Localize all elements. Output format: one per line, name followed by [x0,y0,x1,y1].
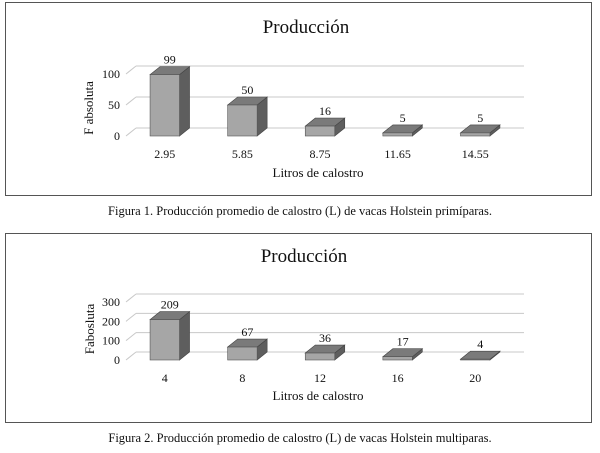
y-tick-label: 50 [108,98,120,112]
x-tick-label: 5.85 [232,147,253,161]
gridline-side [125,96,137,106]
y-tick-label: 300 [102,295,120,309]
x-tick-label: 11.65 [384,147,411,161]
y-tick-label: 100 [102,334,120,348]
figure-caption-1: Figura 1. Producción promedio de calostr… [108,204,492,218]
bar [382,356,413,361]
y-tick-label: 0 [114,353,120,367]
y-tick-label: 100 [102,67,120,81]
gridline-side [125,127,137,137]
bar [149,74,180,137]
data-label: 67 [241,325,253,339]
y-axis-label: Fabosluta [82,303,97,354]
x-tick-label: 2.95 [154,147,175,161]
bar [460,358,491,361]
y-axis-label: F absoluta [81,81,96,135]
data-label: 5 [477,111,483,125]
x-tick-label: 12 [314,371,326,385]
bar [382,132,413,137]
data-label: 99 [164,53,176,67]
bar [304,352,336,361]
x-tick-label: 14.55 [462,147,489,161]
y-tick-label: 0 [114,129,120,143]
gridline-side [125,65,137,75]
x-tick-label: 4 [162,371,168,385]
data-label: 209 [161,298,179,312]
bar [304,125,336,137]
gridline-side [125,351,137,361]
y-tick-label: 200 [102,314,120,328]
bar [227,346,258,361]
x-axis-label: Litros de calostro [273,388,364,403]
data-label: 50 [241,83,253,97]
figure-caption-2: Figura 2. Producción promedio de calostr… [108,431,492,445]
data-label: 36 [319,331,331,345]
bar [149,319,180,361]
data-label: 5 [400,111,406,125]
data-label: 16 [319,104,331,118]
gridline-side [125,293,137,303]
gridline-side [125,312,137,322]
bar [460,132,491,137]
bar-side [179,310,190,361]
chart-2: Producción Fabosluta Litros de calostro … [82,246,524,403]
x-tick-label: 16 [392,371,404,385]
data-label: 4 [477,337,483,351]
chart-1: Producción F absoluta Litros de calostro… [81,17,524,180]
bar [227,104,258,137]
x-tick-label: 20 [469,371,481,385]
x-axis-label: Litros de calostro [273,165,364,180]
gridline-side [125,332,137,342]
data-label: 17 [397,335,409,349]
chart-panel-1: Producción F absoluta Litros de calostro… [5,2,592,196]
x-tick-label: 8.75 [310,147,331,161]
chart-title: Producción [263,17,350,38]
bar-side [179,65,190,137]
x-tick-label: 8 [239,371,245,385]
chart-title: Producción [261,246,348,267]
chart-panel-2: Producción Fabosluta Litros de calostro … [5,233,592,423]
